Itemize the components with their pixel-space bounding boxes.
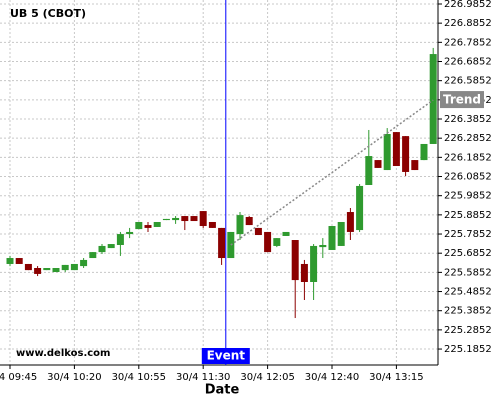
candle-body — [135, 221, 143, 230]
candle-body — [300, 263, 308, 282]
candle-body — [282, 231, 290, 236]
y-tick-label: 225.6852 — [444, 248, 492, 259]
candle-body — [43, 267, 51, 271]
y-tick-label: 225.7852 — [444, 229, 492, 240]
candle-body — [107, 244, 115, 249]
candle-body — [208, 221, 216, 228]
candle-body — [273, 238, 281, 246]
candle-body — [310, 245, 318, 282]
event-label: Event — [207, 349, 246, 363]
candle-body — [402, 136, 410, 172]
grid — [0, 0, 438, 365]
y-tick-label: 226.0852 — [444, 172, 492, 183]
candle-body — [80, 259, 88, 267]
chart-title: UB 5 (CBOT) — [10, 7, 86, 20]
y-tick-label: 226.1852 — [444, 152, 492, 163]
y-tick-label: 225.1852 — [444, 344, 492, 355]
candle-body — [420, 143, 428, 161]
candle-body — [34, 267, 42, 274]
candle-body — [89, 252, 97, 259]
candle-body — [181, 216, 189, 222]
y-tick-label: 225.3852 — [444, 306, 492, 317]
candle-body — [126, 231, 134, 235]
trend-label: Trend — [443, 93, 481, 107]
candle-body — [245, 217, 253, 226]
trend-line — [230, 99, 434, 246]
x-tick-label: 30/4 10:55 — [112, 372, 166, 383]
plot — [6, 47, 437, 319]
x-tick-label: 30/4 12:40 — [305, 372, 359, 383]
candle-body — [144, 225, 152, 228]
candle-body — [61, 264, 69, 271]
candle-body — [236, 215, 244, 235]
x-tick-label: 30/4 09:45 — [0, 372, 37, 383]
candle-body — [162, 218, 170, 221]
x-tick-label: 30/4 10:20 — [47, 372, 101, 383]
candle-body — [392, 132, 400, 167]
candle-body — [411, 160, 419, 171]
candle-body — [172, 217, 180, 221]
candle-body — [190, 216, 198, 222]
y-tick-label: 225.9852 — [444, 191, 492, 202]
candle-body — [365, 156, 373, 185]
candle-body — [291, 240, 299, 281]
y-tick-label: 226.5852 — [444, 76, 492, 87]
candle-body — [254, 227, 262, 236]
y-tick-label: 226.7852 — [444, 37, 492, 48]
candle-body — [6, 258, 14, 264]
candle-body — [374, 160, 382, 168]
y-tick-label: 225.8852 — [444, 210, 492, 221]
candle-body — [429, 54, 437, 144]
candle-body — [15, 258, 23, 264]
y-tick-label: 225.4852 — [444, 287, 492, 298]
candle-body — [98, 245, 106, 253]
candle-body — [356, 185, 364, 231]
candle-body — [264, 231, 272, 253]
y-tick-label: 226.8852 — [444, 18, 492, 29]
watermark: www.delkos.com — [16, 348, 110, 359]
candle-body — [319, 244, 327, 248]
candle-body — [52, 267, 60, 273]
candle-body — [337, 221, 345, 246]
candle-body — [153, 221, 161, 227]
trend-label-box — [440, 91, 484, 109]
y-tick-label: 225.2852 — [444, 325, 492, 336]
x-tick-label: 30/4 13:15 — [369, 372, 423, 383]
x-axis-title: Date — [205, 383, 240, 398]
candle-body — [346, 212, 354, 232]
candle-body — [116, 234, 124, 245]
candle-body — [24, 263, 32, 271]
x-tick-label: 30/4 12:05 — [240, 372, 294, 383]
x-tick-label: 30/4 11:30 — [176, 372, 230, 383]
y-tick-label: 226.2852 — [444, 133, 492, 144]
event-label-box — [201, 348, 250, 364]
candle-body — [199, 211, 207, 227]
y-tick-label: 226.9852 — [444, 0, 492, 10]
candle-body — [328, 226, 336, 250]
y-tick-label: 225.5852 — [444, 267, 492, 278]
candle-body — [383, 133, 391, 171]
y-tick-label: 226.3852 — [444, 114, 492, 125]
candle-body — [70, 263, 78, 271]
candle-body — [218, 227, 226, 259]
y-tick-label: 226.6852 — [444, 56, 492, 67]
